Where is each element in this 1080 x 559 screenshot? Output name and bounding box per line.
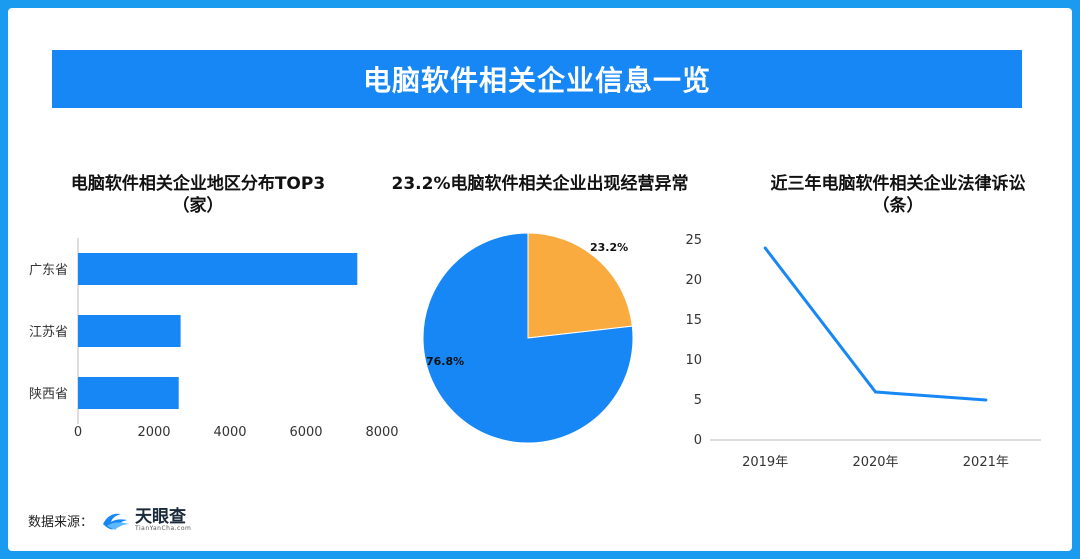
bar-2 bbox=[78, 315, 181, 347]
line-chart-title-line1: 近三年电脑软件相关企业法律诉讼 bbox=[770, 174, 1026, 194]
tianyancha-logo: 天眼查 TianYanCha.com bbox=[101, 509, 191, 532]
line-y-tick-label: 25 bbox=[685, 233, 702, 248]
card: 电脑软件相关企业信息一览 电脑软件相关企业地区分布TOP3 （家） 23.2%电… bbox=[8, 8, 1072, 551]
logo-name: 天眼查 bbox=[135, 507, 187, 527]
bar-x-tick-label: 6000 bbox=[289, 425, 322, 440]
line-chart-title-line2: （条） bbox=[872, 196, 924, 216]
pie-chart-title-text: 23.2%电脑软件相关企业出现经营异常 bbox=[391, 174, 689, 194]
data-source: 数据来源： 天眼查 TianYanCha.com bbox=[28, 509, 191, 532]
bar-x-tick-label: 8000 bbox=[365, 425, 398, 440]
bar-x-tick-label: 0 bbox=[74, 425, 82, 440]
line-point-3 bbox=[984, 398, 988, 402]
pie-label-2: 76.8% bbox=[426, 355, 464, 368]
line-x-tick-label: 2020年 bbox=[852, 455, 898, 470]
pie-slice-2 bbox=[422, 232, 634, 444]
pie-slice-1 bbox=[527, 232, 633, 339]
pie-chart-title: 23.2%电脑软件相关企业出现经营异常 bbox=[370, 173, 710, 195]
line-point-2 bbox=[874, 390, 877, 394]
pie-label-1: 23.2% bbox=[590, 241, 628, 254]
bar-3 bbox=[78, 377, 179, 409]
line-y-tick-label: 0 bbox=[694, 433, 702, 448]
bar-x-tick-label: 2000 bbox=[137, 425, 170, 440]
bar-chart-title-line1: 电脑软件相关企业地区分布TOP3 bbox=[70, 174, 326, 194]
page-title: 电脑软件相关企业信息一览 bbox=[362, 64, 711, 97]
bar-category-label: 陕西省 bbox=[29, 387, 68, 402]
line-y-tick-label: 15 bbox=[685, 313, 702, 328]
title-banner: 电脑软件相关企业信息一览 bbox=[52, 50, 1022, 108]
source-label: 数据来源： bbox=[28, 515, 94, 530]
line-point-1 bbox=[763, 246, 767, 250]
bar-1 bbox=[78, 253, 358, 285]
line-chart-title: 近三年电脑软件相关企业法律诉讼 （条） bbox=[738, 173, 1058, 217]
bar-chart-title-line2: （家） bbox=[172, 196, 224, 216]
bar-category-label: 江苏省 bbox=[29, 324, 68, 340]
line-x-tick-label: 2019年 bbox=[742, 455, 788, 470]
logo-icon bbox=[103, 513, 130, 530]
logo-subtitle: TianYanCha.com bbox=[135, 525, 192, 532]
bar-chart-title: 电脑软件相关企业地区分布TOP3 （家） bbox=[48, 173, 348, 217]
line-x-tick-label: 2021年 bbox=[963, 455, 1009, 470]
line-series bbox=[763, 247, 986, 402]
bar-x-tick-label: 4000 bbox=[213, 425, 246, 440]
line-y-tick-label: 5 bbox=[694, 393, 702, 408]
line-y-tick-label: 20 bbox=[685, 273, 702, 288]
line-y-tick-label: 10 bbox=[685, 353, 702, 368]
bar-category-label: 广东省 bbox=[29, 263, 68, 278]
